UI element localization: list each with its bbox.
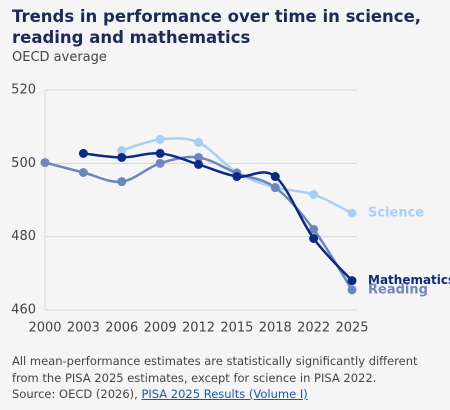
data-point <box>194 152 203 162</box>
data-point <box>270 183 280 193</box>
x-tick-label: 2015 <box>220 321 253 336</box>
series-label: Mathematics <box>368 273 450 287</box>
x-tick-label: 2003 <box>67 321 100 336</box>
y-tick-label: 520 <box>11 83 36 98</box>
series-line <box>44 155 354 291</box>
series-label: Reading <box>368 282 428 297</box>
x-tick-label: 2006 <box>105 321 138 336</box>
chart-subtitle: OECD average <box>12 50 107 65</box>
data-point <box>40 158 50 168</box>
chart: 460 480 500 520 2000 2003 2006 2009 2012 2015 2018… <box>11 83 450 336</box>
data-point <box>78 168 88 177</box>
data-point <box>309 234 319 243</box>
data-point <box>155 135 165 144</box>
x-tick-label: 2009 <box>144 321 177 336</box>
x-tick-label: 2012 <box>182 321 215 336</box>
source-text: Source: OECD (2026), <box>12 387 138 401</box>
data-point <box>232 172 242 182</box>
data-point <box>78 148 88 158</box>
x-tick-label: 2018 <box>259 321 292 336</box>
source: Source: OECD (2026), PISA 2025 Results (… <box>12 386 432 403</box>
data-point <box>155 148 165 158</box>
x-tick-label: 2022 <box>297 321 330 336</box>
footer: All mean-performance estimates are stati… <box>12 353 432 403</box>
source-link[interactable]: PISA 2025 Results (Volume I) <box>141 387 308 401</box>
note: All mean-performance estimates are stati… <box>12 354 418 385</box>
data-point <box>194 137 203 147</box>
data-point <box>347 285 357 295</box>
x-tick-label: 2025 <box>335 321 368 336</box>
data-point <box>194 159 203 169</box>
data-point <box>309 224 319 234</box>
series-line <box>83 152 353 282</box>
data-point <box>117 152 127 162</box>
y-tick-label: 500 <box>11 156 36 171</box>
data-point <box>117 146 127 155</box>
y-tick-label: 480 <box>11 229 36 244</box>
data-point <box>155 158 165 168</box>
x-tick-label: 2000 <box>28 321 61 336</box>
data-point <box>347 276 357 286</box>
chart-title: Trends in performance over time in scien… <box>12 7 422 47</box>
data-point <box>347 208 357 218</box>
data-point <box>270 172 280 182</box>
y-tick-label: 460 <box>11 303 36 318</box>
series-label: Science <box>368 206 424 221</box>
data-point <box>117 177 127 187</box>
data-point <box>309 190 319 199</box>
